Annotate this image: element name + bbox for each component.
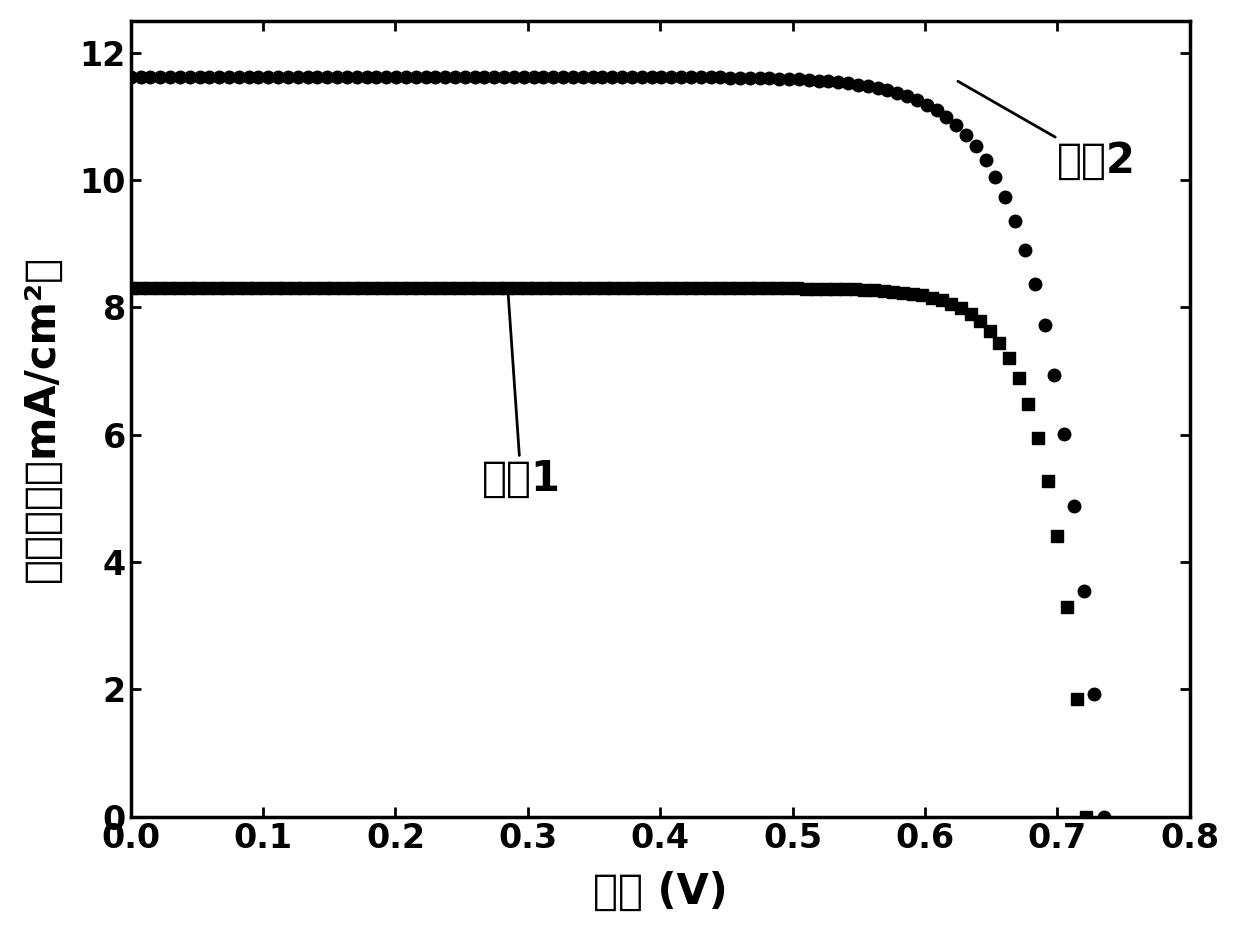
Text: 电池1: 电池1 (481, 290, 560, 501)
Text: 电池2: 电池2 (959, 81, 1136, 182)
Y-axis label: 电流密度（mA/cm²）: 电流密度（mA/cm²） (21, 255, 63, 582)
X-axis label: 电压 (V): 电压 (V) (593, 871, 728, 913)
